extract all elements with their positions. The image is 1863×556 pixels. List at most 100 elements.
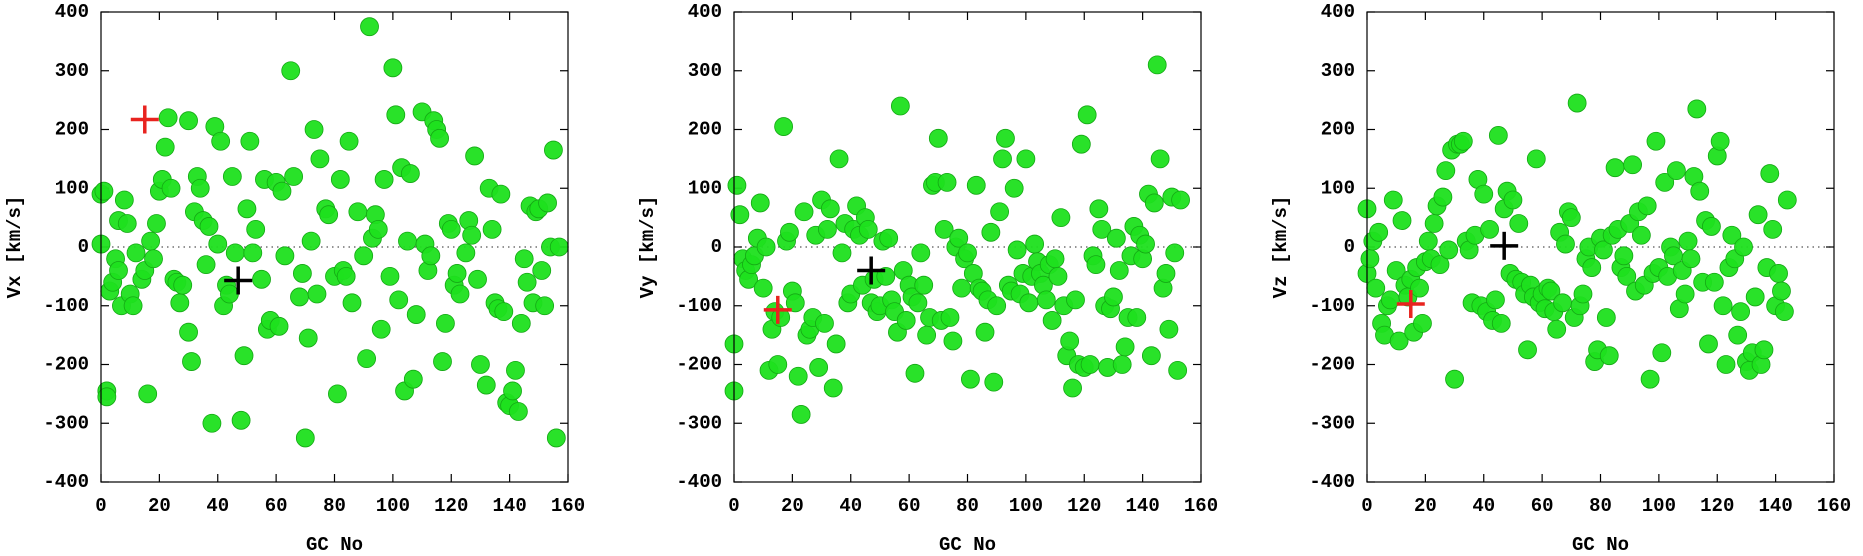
point [794,202,814,222]
point [1509,214,1529,233]
point [494,302,514,322]
y-tick-label: 100 [1321,177,1355,199]
point [1716,355,1736,374]
point [1594,240,1613,260]
point [1745,287,1765,307]
point [1678,231,1698,251]
point [1171,190,1190,210]
point [1060,331,1080,351]
point [126,243,146,263]
point [727,175,747,195]
point [1666,161,1686,181]
point [328,384,347,404]
point [374,170,394,189]
x-tick-label: 20 [1414,495,1437,517]
point [158,108,178,128]
x-tick-label: 100 [1642,495,1676,517]
x-tick-label: 0 [728,495,739,517]
y-tick-label: -100 [676,295,722,317]
x-tick-label: 60 [898,495,921,517]
point [383,58,403,78]
point [896,311,916,330]
point [1640,369,1660,389]
point [1731,302,1750,322]
point [348,202,368,222]
point [535,296,555,316]
point [1582,258,1602,277]
point [818,219,837,239]
point [1042,311,1062,330]
point [339,131,359,151]
cross-marker [224,266,253,295]
point [1004,178,1024,198]
y-tick-label: 400 [55,1,89,23]
point [829,149,849,169]
point [1410,278,1429,298]
point [917,325,937,345]
point [202,413,222,433]
point [275,246,295,266]
y-axis-label: Vx [km/s] [4,196,26,299]
plot-frame [733,11,1202,483]
panel: -400 -300 -200 -100 0 100 200 300 400 0 20 40 60 80 10… [637,1,1218,556]
point [1623,155,1643,175]
point [934,219,954,239]
point [768,355,788,374]
point [544,140,563,160]
point [1772,281,1791,301]
point [1561,208,1581,228]
point [1675,284,1695,304]
point [441,219,461,239]
point [389,290,409,310]
point [1652,343,1672,363]
point [911,243,931,263]
point [468,269,487,289]
x-tick-label: 120 [1700,495,1734,517]
point [1491,313,1511,333]
point [298,328,318,348]
x-tick-label: 40 [206,495,229,517]
point [138,384,158,404]
point [1080,355,1100,374]
point [809,358,829,377]
point [1109,261,1129,280]
point [937,172,957,192]
point [360,17,379,37]
point [421,246,441,266]
point [958,243,977,263]
point [237,199,257,219]
point [123,296,143,316]
point [1699,334,1718,354]
point [1503,190,1523,210]
point [1748,205,1768,225]
point [966,175,986,195]
point [1637,196,1657,216]
point [1713,296,1733,316]
point [1147,55,1167,75]
point [961,369,980,389]
point [170,293,190,313]
point [1690,181,1710,201]
point [1704,272,1724,292]
point [1104,287,1123,307]
point [511,313,531,333]
point [1150,149,1170,169]
point [1681,249,1701,269]
point [173,275,193,295]
point [465,146,485,166]
point [532,261,552,280]
y-axis-label: Vy [km/s] [637,196,659,299]
point [1141,346,1161,366]
point [231,410,251,430]
point [826,334,846,354]
point [1036,290,1056,310]
y-tick-label: 100 [688,177,722,199]
point [780,222,799,242]
point [914,275,934,295]
point [549,237,569,257]
point [1573,284,1593,304]
point [928,128,948,148]
point [240,131,260,151]
y-axis-label: Vz [km/s] [1270,196,1292,299]
